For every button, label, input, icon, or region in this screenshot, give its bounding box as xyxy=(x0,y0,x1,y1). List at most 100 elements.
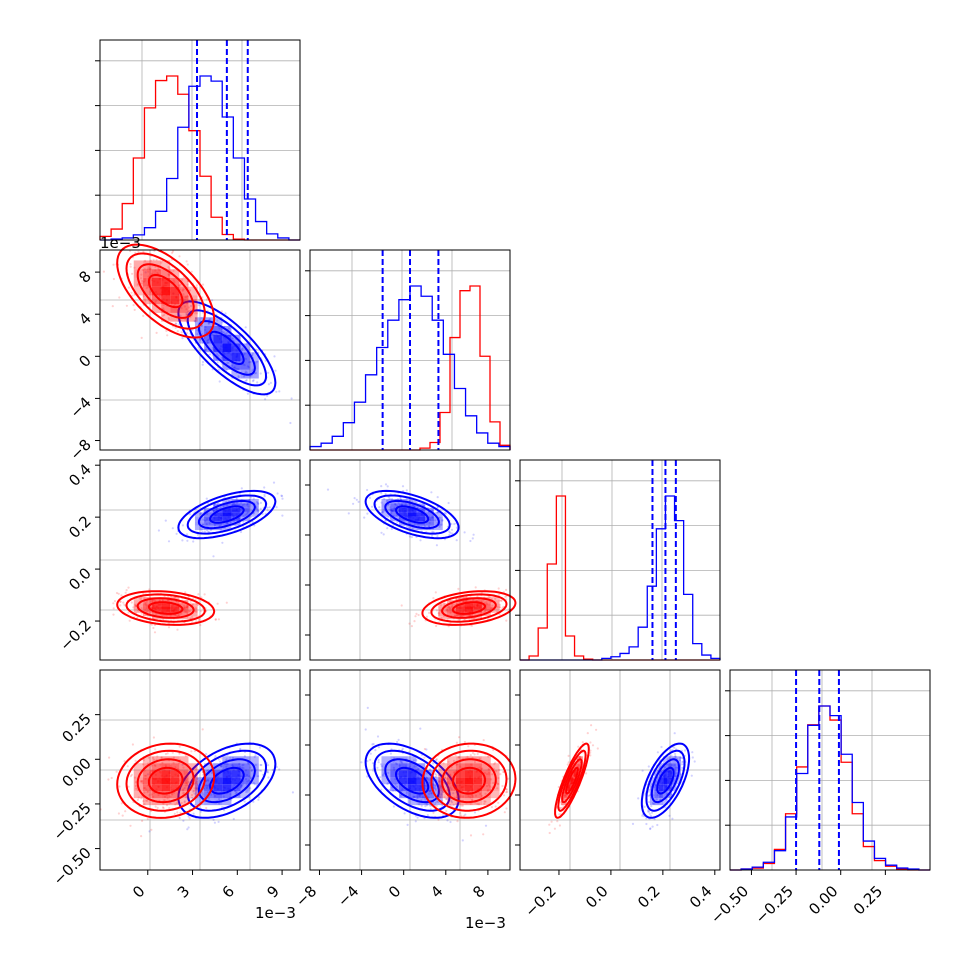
scatter-point xyxy=(653,802,656,805)
scatter-point xyxy=(363,516,366,519)
scatter-point xyxy=(251,368,254,371)
scatter-point xyxy=(220,765,223,768)
scatter-point xyxy=(196,603,199,607)
scatter-point xyxy=(560,807,563,810)
scatter-point xyxy=(146,791,149,794)
tick-label-x: 9 xyxy=(263,882,282,901)
scatter-point xyxy=(462,814,466,817)
panel-frame xyxy=(99,669,301,871)
density-cell xyxy=(447,612,456,616)
density-cell xyxy=(222,343,232,353)
density-cell xyxy=(151,763,162,771)
hist-red-p0 xyxy=(99,75,300,241)
scatter-point xyxy=(353,497,356,500)
density-cell xyxy=(194,334,205,344)
contour-blue-0 xyxy=(209,766,245,795)
scatter-point xyxy=(195,780,198,783)
scatter-point xyxy=(387,498,390,502)
scatter-point xyxy=(653,818,656,821)
tick-label-x: 8 xyxy=(469,882,488,901)
scatter-point xyxy=(434,775,437,778)
scatter-point xyxy=(180,331,183,334)
scatter-point xyxy=(256,509,259,512)
scatter-point xyxy=(182,819,185,822)
density-cell xyxy=(455,596,465,601)
scatter-point xyxy=(107,778,110,781)
density-cell xyxy=(213,784,223,792)
scatter-point xyxy=(192,812,195,815)
density-cell xyxy=(222,507,232,513)
density-cell xyxy=(213,317,223,327)
density-cell xyxy=(473,791,483,799)
scatter-point xyxy=(471,751,475,755)
scatter-point xyxy=(181,288,184,291)
scatter-point xyxy=(244,326,247,329)
scatter-point xyxy=(498,599,501,602)
scatter-point xyxy=(129,263,132,266)
density-cell xyxy=(447,763,456,771)
contour-red-2 xyxy=(430,749,508,812)
density-cell xyxy=(438,615,448,620)
scatter-point xyxy=(231,756,234,760)
scatter-point xyxy=(131,743,134,746)
density-cell xyxy=(161,269,171,278)
contour-red-1 xyxy=(136,263,195,319)
scatter-point xyxy=(477,803,481,806)
scatter-point xyxy=(205,298,208,301)
density-cell xyxy=(142,600,152,604)
tick-label-y: 4 xyxy=(75,309,94,328)
scatter-point xyxy=(387,496,390,499)
scatter-point xyxy=(443,796,446,799)
density-cell xyxy=(170,277,180,287)
density-cell xyxy=(170,609,180,613)
scatter-point xyxy=(245,379,248,382)
scatter-point xyxy=(194,768,197,771)
scatter-point xyxy=(251,353,254,356)
density-cell xyxy=(438,612,448,616)
scatter-point xyxy=(473,811,477,814)
scatter-point xyxy=(212,818,215,821)
scatter-point xyxy=(255,500,259,504)
scatter-point xyxy=(185,533,189,536)
scatter-point xyxy=(257,798,260,801)
scatter-point xyxy=(390,527,393,531)
density-cell xyxy=(381,756,391,764)
scatter-point xyxy=(221,331,225,334)
scatter-point xyxy=(181,289,184,292)
scatter-point xyxy=(684,749,687,752)
density-cell xyxy=(407,503,417,508)
scatter-point xyxy=(253,524,256,527)
scatter-point xyxy=(494,805,497,808)
hist-blue-p3 xyxy=(730,705,930,871)
scatter-point xyxy=(152,758,156,761)
density-cell xyxy=(676,756,682,764)
scatter-point xyxy=(352,502,355,505)
scatter-point xyxy=(190,796,194,799)
scatter-point xyxy=(491,604,494,607)
density-cell xyxy=(249,756,259,764)
scatter-point xyxy=(172,269,175,272)
scatter-point xyxy=(276,492,279,495)
scatter-point xyxy=(436,511,439,514)
scatter-point xyxy=(438,525,441,528)
scatter-point xyxy=(180,801,183,805)
scatter-point xyxy=(178,752,181,755)
scatter-point xyxy=(166,752,169,755)
scatter-point xyxy=(196,329,199,332)
scatter-point xyxy=(397,738,400,741)
scatter-point xyxy=(143,298,147,301)
scatter-point xyxy=(258,796,261,799)
scatter-point xyxy=(119,600,122,603)
scatter-point xyxy=(441,519,444,522)
density-cell xyxy=(407,756,417,764)
scatter-point xyxy=(664,806,667,809)
scatter-point xyxy=(184,754,187,757)
scatter-point xyxy=(118,296,121,299)
density-cell xyxy=(151,615,162,620)
density-cell xyxy=(170,770,180,778)
scatter-point xyxy=(380,485,383,488)
density-cell xyxy=(425,777,434,785)
scatter-point xyxy=(174,326,177,329)
density-cell xyxy=(407,770,417,778)
scatter-point xyxy=(126,765,129,768)
